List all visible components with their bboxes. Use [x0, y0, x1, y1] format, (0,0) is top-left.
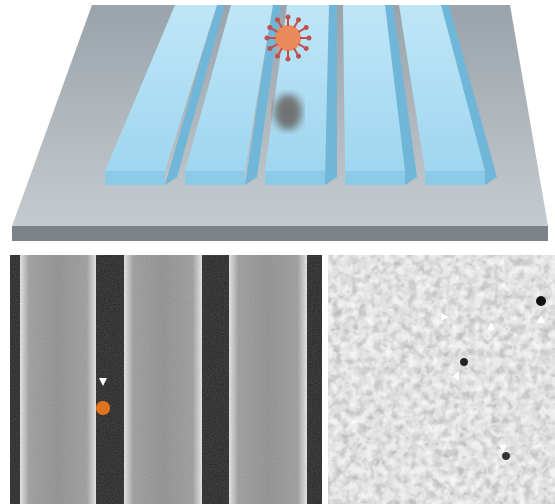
spike-tip — [296, 17, 301, 23]
spike-tip — [275, 53, 280, 59]
device-render — [12, 5, 548, 241]
ridge-front — [185, 171, 245, 185]
arrowhead — [99, 378, 107, 386]
sem-grain — [10, 255, 322, 504]
arrowhead — [452, 371, 459, 380]
spike-tip — [285, 14, 291, 20]
spike-tip — [296, 53, 301, 59]
ridge-top — [185, 5, 273, 171]
ridge-front — [425, 171, 485, 185]
spike-tip — [264, 35, 270, 41]
spike-tip — [267, 46, 273, 51]
ridge-top — [105, 5, 217, 171]
ridge-side — [165, 5, 225, 185]
ridge-side — [441, 5, 497, 185]
ridge-side — [325, 5, 337, 185]
spike-tip — [303, 46, 309, 51]
ridges — [105, 5, 497, 185]
ridge-side — [385, 5, 417, 185]
optical-texture — [328, 255, 555, 504]
virus-spikes — [264, 14, 312, 62]
arrowhead — [487, 322, 495, 330]
ridge-front — [105, 171, 165, 185]
ridge-top — [399, 5, 485, 171]
spike-tip — [306, 35, 312, 41]
virus — [275, 25, 301, 51]
particle — [96, 401, 110, 415]
ridge-top — [265, 5, 329, 171]
particle-shadow — [274, 94, 302, 130]
spike-tip — [303, 25, 309, 30]
plate-edge — [12, 226, 548, 241]
sem-panel — [10, 255, 322, 504]
spike-tip — [285, 56, 291, 62]
arrowhead — [441, 313, 449, 321]
ridge-front — [265, 171, 325, 185]
dark-spot — [536, 296, 546, 306]
arrowhead — [537, 315, 545, 323]
optical-panel — [328, 255, 555, 504]
ridge-front — [345, 171, 405, 185]
spike-tip — [275, 17, 280, 23]
spike-tip — [267, 25, 273, 30]
dark-spot — [460, 358, 468, 366]
ridge-top — [343, 5, 405, 171]
dark-spot — [502, 452, 510, 460]
ridge-side — [245, 5, 281, 185]
arrowhead — [499, 445, 507, 452]
